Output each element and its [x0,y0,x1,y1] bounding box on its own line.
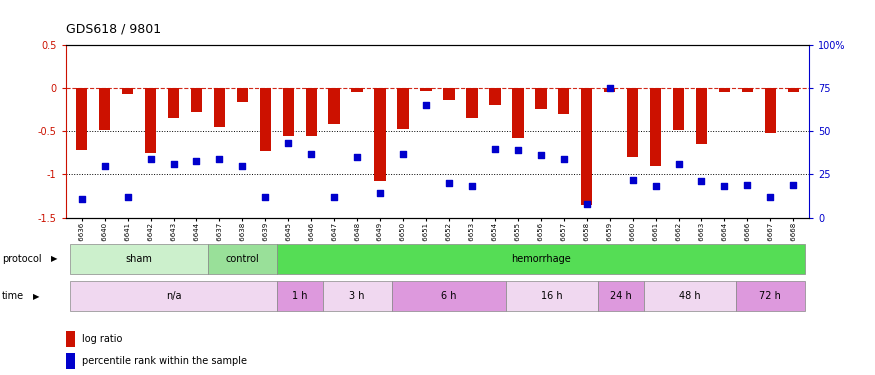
Point [488,146,502,152]
Bar [305,88,317,136]
Point [534,152,548,158]
Point [235,163,249,169]
Text: 16 h: 16 h [542,291,564,301]
Point [695,178,709,184]
Text: percentile rank within the sample: percentile rank within the sample [82,356,247,366]
Bar [788,88,799,93]
Text: ▶: ▶ [33,292,39,301]
Bar [718,88,730,93]
Bar [765,88,776,133]
Bar [673,88,684,129]
Point [98,163,112,169]
Text: time: time [2,291,24,301]
Bar [168,88,179,118]
Bar [581,88,592,205]
Text: sham: sham [126,254,152,264]
Text: log ratio: log ratio [82,334,123,344]
Point [787,182,801,188]
Bar [214,88,225,127]
Bar [444,88,455,100]
Bar [236,88,248,102]
Point [603,85,617,91]
Bar [742,88,753,93]
Text: 1 h: 1 h [292,291,307,301]
FancyBboxPatch shape [276,281,323,311]
Point [626,177,640,183]
Bar [328,88,340,125]
Bar [650,88,662,166]
Text: protocol: protocol [2,254,41,264]
Point [511,147,525,153]
Bar [374,88,386,181]
Text: n/a: n/a [165,291,181,301]
Point [556,156,570,162]
Bar [352,88,363,93]
Bar [66,353,74,369]
Point [121,194,135,200]
Text: GDS618 / 9801: GDS618 / 9801 [66,22,161,36]
Text: ▶: ▶ [51,254,57,263]
Bar [260,88,271,151]
Point [740,182,754,188]
FancyBboxPatch shape [208,244,276,274]
FancyBboxPatch shape [70,244,208,274]
Bar [191,88,202,112]
Point [580,201,594,207]
Bar [535,88,547,109]
Point [258,194,272,200]
Point [465,183,479,189]
Bar [145,88,157,153]
Text: 3 h: 3 h [349,291,365,301]
Point [373,190,387,196]
Point [442,180,456,186]
Bar [283,88,294,136]
Bar [604,88,615,93]
FancyBboxPatch shape [392,281,507,311]
Point [419,102,433,108]
FancyBboxPatch shape [507,281,598,311]
FancyBboxPatch shape [276,244,805,274]
Text: control: control [226,254,259,264]
Bar [626,88,639,157]
FancyBboxPatch shape [598,281,644,311]
Text: 6 h: 6 h [441,291,457,301]
Bar [696,88,707,144]
Point [718,183,732,189]
Point [327,194,341,200]
Bar [512,88,523,138]
Bar [558,88,570,114]
Point [396,151,410,157]
Point [166,161,180,167]
FancyBboxPatch shape [323,281,392,311]
Point [190,158,204,164]
Text: 48 h: 48 h [679,291,701,301]
Bar [122,88,133,94]
Point [144,156,158,162]
FancyBboxPatch shape [644,281,736,311]
Bar [76,88,88,150]
Text: 24 h: 24 h [610,291,632,301]
Bar [489,88,500,105]
FancyBboxPatch shape [70,281,276,311]
Point [763,194,777,200]
Point [350,154,364,160]
Bar [66,331,74,346]
Bar [397,88,409,129]
Point [213,156,227,162]
Point [74,195,88,201]
Point [671,161,685,167]
Text: 72 h: 72 h [760,291,781,301]
Point [304,151,318,157]
Point [648,183,662,189]
Point [281,140,295,146]
Bar [420,88,431,91]
Bar [466,88,478,118]
Bar [99,88,110,129]
Text: hemorrhage: hemorrhage [511,254,570,264]
FancyBboxPatch shape [736,281,805,311]
